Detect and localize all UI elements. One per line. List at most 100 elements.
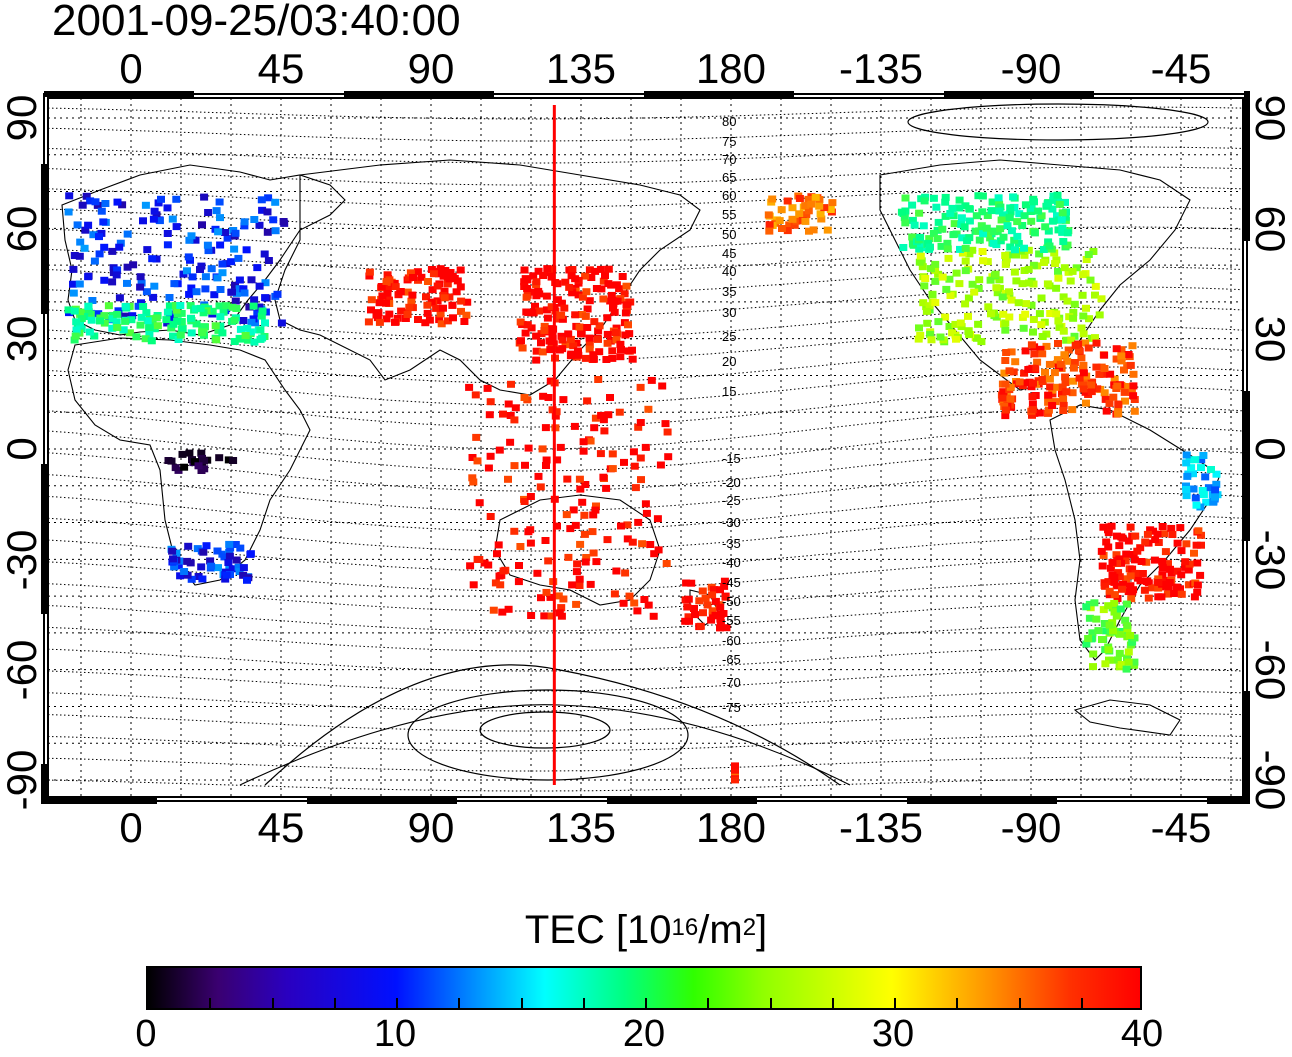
tec-cell — [165, 294, 174, 301]
tec-cell — [1053, 356, 1062, 364]
tec-cell — [945, 323, 954, 330]
tec-cell — [1177, 547, 1186, 555]
tec-cell — [216, 313, 225, 321]
mlat-label: 70 — [722, 152, 736, 167]
tec-cell — [372, 311, 381, 319]
tec-cell — [1099, 606, 1108, 614]
tec-cell — [1211, 486, 1220, 494]
tec-cell — [232, 556, 241, 564]
tec-cell — [1069, 314, 1078, 322]
tec-cell — [1048, 390, 1057, 398]
tec-cell — [1091, 282, 1100, 290]
tec-cell — [1130, 634, 1139, 642]
tec-cell — [1173, 539, 1182, 547]
tec-cell — [783, 197, 792, 205]
tec-cell — [591, 267, 600, 275]
tec-cell — [427, 266, 436, 273]
tec-cell — [1030, 198, 1038, 206]
timestamp-title: 2001-09-25/03:40:00 — [52, 0, 461, 45]
tec-cell — [1020, 379, 1029, 387]
tec-cell — [580, 530, 589, 538]
tec-cell — [1027, 341, 1036, 349]
tec-cell — [184, 253, 193, 261]
tec-cell — [711, 611, 720, 619]
tec-cell — [218, 260, 227, 268]
tec-cell — [603, 536, 612, 544]
tec-cell — [1185, 560, 1194, 568]
tec-cell — [153, 322, 162, 330]
tec-cell — [245, 303, 254, 311]
tec-cell — [1110, 599, 1119, 607]
colorbar-tick-label: 10 — [373, 1013, 417, 1055]
tec-cell — [970, 288, 979, 296]
mlat-label: 60 — [722, 188, 736, 203]
tec-cell — [927, 336, 936, 344]
tec-cell — [594, 376, 603, 383]
tec-cell — [198, 575, 207, 583]
tec-cell — [924, 239, 933, 247]
tec-cell — [465, 383, 474, 391]
tec-cell — [235, 568, 244, 576]
tec-cell — [80, 244, 89, 252]
tec-cell — [1102, 407, 1111, 415]
tec-cell — [118, 201, 127, 209]
tec-cell — [1142, 558, 1151, 566]
tec-cell — [504, 400, 513, 408]
tec-cell — [1182, 540, 1191, 548]
mlat-label: -25 — [722, 493, 741, 508]
tec-cell — [685, 617, 693, 625]
tec-cell — [506, 438, 515, 446]
tec-cell — [100, 319, 109, 327]
tec-cell — [433, 282, 442, 290]
tec-cell — [220, 553, 229, 561]
tec-cell — [617, 522, 625, 530]
tec-cell — [1113, 656, 1122, 664]
tec-cell — [620, 458, 628, 466]
top-lon-label: 0 — [119, 45, 142, 92]
tec-cell — [1182, 486, 1191, 493]
tec-cell — [641, 500, 650, 508]
tec-cell — [178, 450, 187, 458]
tec-cell — [382, 299, 390, 307]
tec-cell — [84, 303, 93, 310]
tec-cell — [241, 332, 250, 339]
tec-cell — [457, 297, 466, 305]
tec-cell — [170, 563, 179, 571]
tec-cell — [70, 307, 79, 315]
tec-cell — [64, 306, 73, 314]
tec-cell — [595, 348, 604, 356]
tec-cell — [1141, 538, 1150, 546]
tec-cell — [585, 341, 594, 349]
tec-cell — [684, 613, 693, 621]
tec-cell — [583, 324, 592, 331]
tec-cell — [919, 299, 928, 307]
tec-cell — [1099, 370, 1108, 378]
tec-cell — [634, 518, 643, 526]
tec-cell — [709, 586, 718, 594]
tec-cell — [521, 329, 530, 337]
mlat-label: -15 — [722, 451, 741, 466]
tec-cell — [929, 194, 938, 202]
tec-cell — [1012, 277, 1021, 285]
tec-cell — [581, 272, 590, 280]
tec-cell — [1007, 227, 1016, 235]
tec-cell — [432, 304, 441, 312]
tec-cell — [919, 222, 928, 230]
tec-cell — [197, 449, 206, 457]
top-lon-label: 180 — [696, 45, 766, 92]
tec-cell — [437, 320, 446, 328]
tec-cell — [1029, 261, 1038, 269]
tec-cell — [1197, 456, 1206, 464]
tec-cell — [900, 214, 909, 222]
tec-cell — [606, 394, 614, 401]
tec-cell — [216, 241, 225, 249]
tec-cell — [986, 276, 995, 284]
tec-cell — [1092, 339, 1101, 347]
tec-cell — [968, 280, 977, 288]
tec-cell — [915, 245, 924, 253]
colorbar-tick — [582, 998, 585, 1008]
tec-cell — [1079, 312, 1088, 320]
tec-cell — [1117, 661, 1126, 668]
tec-cell — [1087, 388, 1096, 396]
